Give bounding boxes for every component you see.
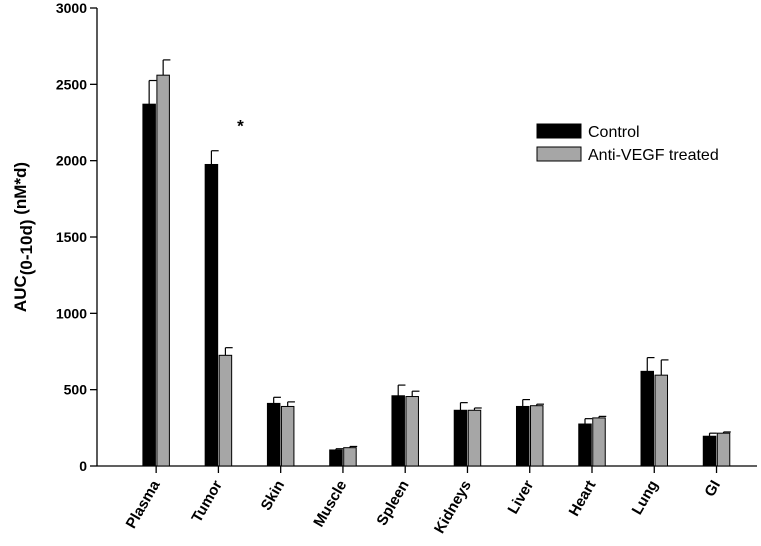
y-axis-title-sub: (0-10d) [17, 220, 36, 276]
bar-anti-vegf-spleen [405, 396, 419, 467]
x-tick-label: GI [701, 478, 724, 500]
y-axis: 0 500 1000 1500 2000 2500 3000 [56, 0, 98, 474]
bar-anti-vegf-heart [592, 417, 606, 467]
legend: Control Anti-VEGF treated [536, 123, 719, 164]
bar-anti-vegf-tumor [218, 354, 233, 467]
y-tick-label: 2000 [56, 153, 87, 169]
bar-control-muscle [329, 449, 343, 467]
bar-control-skin [266, 402, 281, 467]
x-tick-label: Tumor [188, 477, 226, 525]
bar-anti-vegf-muscle [343, 447, 357, 467]
bar-control-spleen [391, 395, 405, 467]
x-tick-label: Plasma [123, 477, 164, 532]
x-tick-label: Skin [258, 478, 289, 514]
bar-anti-vegf-lung [654, 374, 669, 467]
y-tick-label: 3000 [56, 0, 87, 16]
legend-swatch [536, 123, 582, 139]
bar-anti-vegf-gi [716, 432, 731, 467]
bar-control-liver [515, 405, 530, 467]
bar-control-gi [702, 435, 717, 467]
legend-label: Anti-VEGF treated [588, 147, 719, 164]
x-tick-label: Muscle [310, 478, 350, 531]
bar-control-kidneys [453, 409, 468, 467]
bars [142, 59, 731, 467]
bar-control-lung [640, 370, 655, 467]
x-axis [97, 465, 757, 473]
category-labels: Plasma Tumor Skin Muscle Spleen Kidneys Liver H… [123, 477, 724, 537]
y-tick-label: 1000 [56, 305, 87, 321]
legend-label: Control [588, 124, 640, 141]
bar-anti-vegf-liver [529, 405, 544, 467]
y-axis-title-main: AUC [11, 275, 30, 312]
y-tick-label: 500 [64, 382, 88, 398]
y-tick-label: 0 [79, 458, 87, 474]
bar-control-heart [578, 423, 592, 467]
x-tick-label: Lung [629, 478, 662, 518]
x-tick-label: Liver [505, 477, 538, 517]
significance-marker: * [237, 117, 244, 136]
y-tick-label: 2500 [56, 76, 87, 92]
y-axis-title: AUC(0-10d) (nM*d) [11, 162, 36, 312]
x-tick-label: Kidneys [431, 478, 475, 537]
legend-swatch [536, 146, 582, 162]
annotations: * [237, 117, 244, 136]
bar-anti-vegf-plasma [156, 74, 170, 467]
bar-anti-vegf-kidneys [467, 409, 482, 467]
bar-control-plasma [142, 103, 156, 467]
bar-control-tumor [204, 163, 219, 467]
x-tick-label: Spleen [373, 478, 412, 529]
y-axis-title-unit: (nM*d) [11, 162, 30, 220]
bar-anti-vegf-skin [280, 405, 295, 467]
x-tick-label: Heart [566, 478, 600, 520]
y-tick-label: 1500 [56, 229, 87, 245]
